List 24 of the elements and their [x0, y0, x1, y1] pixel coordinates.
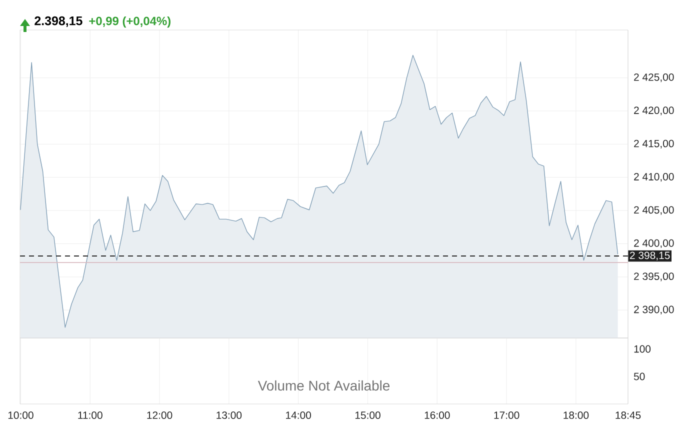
x-tick-label: 15:00	[355, 412, 380, 419]
chart-subtitle: +0,99 (+0,04%)	[89, 16, 170, 28]
y-tick-label: 2 390,00	[634, 306, 674, 314]
chart-title: 2.398,15	[34, 16, 82, 28]
x-tick-label: 18:00	[564, 412, 589, 419]
y-tick-label: 2 425,00	[634, 73, 674, 82]
y-tick-label: 2 405,00	[634, 206, 674, 215]
y-tick-label: 100	[634, 345, 651, 353]
x-tick-label: 14:00	[286, 412, 312, 419]
y-tick-label: 2 395,00	[634, 272, 674, 282]
ref-line-label: 2 398,15	[630, 252, 670, 260]
y-tick-label: 2 400,00	[634, 239, 674, 248]
y-tick-label: 50	[634, 372, 645, 380]
y-tick-label: 2 420,00	[634, 106, 674, 116]
y-tick-label: 2 415,00	[634, 140, 674, 148]
x-tick-label: 13:00	[216, 412, 242, 419]
x-tick-label: 11:00	[78, 412, 102, 419]
x-tick-label: 17:00	[494, 412, 520, 419]
annotation: Volume Not Available	[258, 380, 390, 391]
x-tick-label: 16:00	[424, 412, 450, 419]
x-tick-label: 12:00	[147, 412, 172, 419]
x-tick-label: 18:45	[616, 412, 641, 419]
x-tick-label: 10:00	[8, 412, 34, 419]
y-tick-label: 2 410,00	[634, 173, 674, 182]
